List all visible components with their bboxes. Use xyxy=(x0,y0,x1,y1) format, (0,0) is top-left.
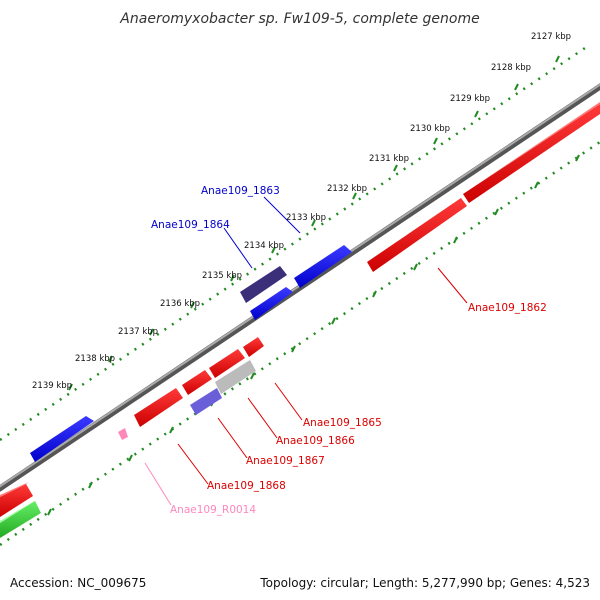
gene-label-anae109-1865[interactable]: Anae109_1865 xyxy=(303,417,382,429)
gene-anae109-1866-pseudo[interactable] xyxy=(215,358,256,394)
outer-major-ticks xyxy=(68,55,560,391)
gene-anae109-1868[interactable] xyxy=(134,386,183,427)
gene-anae109-1865[interactable] xyxy=(243,335,264,357)
gene-anae109-r0014[interactable] xyxy=(118,428,128,440)
tick-label-2129: 2129 kbp xyxy=(450,94,490,104)
gene-label-anae109-1862[interactable]: Anae109_1862 xyxy=(468,302,547,314)
tick-label-2136: 2136 kbp xyxy=(160,299,200,309)
tick-label-2130: 2130 kbp xyxy=(410,124,450,134)
gene-forward-left[interactable] xyxy=(30,414,94,462)
tick-label-2131: 2131 kbp xyxy=(369,154,409,164)
gene-label-anae109-1863[interactable]: Anae109_1863 xyxy=(201,185,280,197)
inner-tick-ring xyxy=(0,140,600,547)
gene-label-anae109-r0014[interactable]: Anae109_R0014 xyxy=(170,504,256,516)
leader-lines xyxy=(144,196,468,506)
gene-label-anae109-1868[interactable]: Anae109_1868 xyxy=(207,480,286,492)
genome-summary-text: Topology: circular; Length: 5,277,990 bp… xyxy=(259,576,590,590)
tick-label-2127: 2127 kbp xyxy=(531,32,571,42)
tick-label-2138: 2138 kbp xyxy=(75,354,115,364)
tick-label-2132: 2132 kbp xyxy=(327,184,367,194)
tick-label-2134: 2134 kbp xyxy=(244,241,284,251)
inner-major-ticks xyxy=(47,154,580,516)
tick-label-2135: 2135 kbp xyxy=(202,271,242,281)
gene-anae109-1867-b[interactable] xyxy=(190,386,222,415)
gene-green-bottom-left[interactable] xyxy=(0,499,41,538)
tick-label-2139: 2139 kbp xyxy=(32,381,72,391)
tick-label-2137: 2137 kbp xyxy=(118,327,158,337)
gene-label-anae109-1866[interactable]: Anae109_1866 xyxy=(276,435,355,447)
gene-anae109-1866-a[interactable] xyxy=(209,347,245,378)
map-title: Anaeromyxobacter sp. Fw109-5, complete g… xyxy=(119,11,479,27)
outer-tick-ring xyxy=(0,46,586,442)
tick-label-2128: 2128 kbp xyxy=(491,63,531,73)
gene-anae109-1862[interactable] xyxy=(367,102,600,272)
gene-label-anae109-1867[interactable]: Anae109_1867 xyxy=(246,455,325,467)
gene-anae109-1863[interactable] xyxy=(294,243,352,288)
gene-highlight-forward[interactable] xyxy=(240,264,287,303)
gene-label-anae109-1864[interactable]: Anae109_1864 xyxy=(151,219,230,231)
gene-red-bottom-left[interactable] xyxy=(0,482,33,517)
accession-text: Accession: NC_009675 xyxy=(10,576,146,590)
tick-label-2133: 2133 kbp xyxy=(286,213,326,223)
gene-anae109-1867-a[interactable] xyxy=(182,368,212,395)
gene-anae109-1864[interactable] xyxy=(250,285,293,320)
